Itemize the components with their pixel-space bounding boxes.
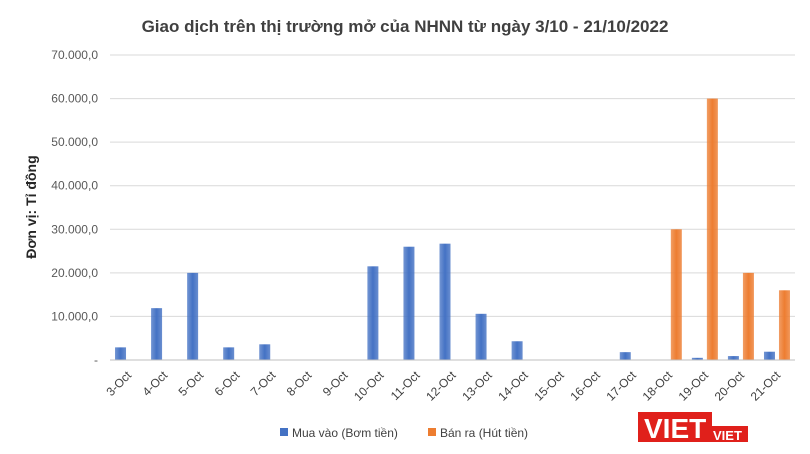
x-tick-label: 17-Oct [604,368,640,404]
chart-title: Giao dịch trên thị trường mở của NHNN từ… [142,17,669,36]
bar-ban-ra-20-Oct [742,272,754,360]
bar-ban-ra-21-Oct [778,290,790,360]
logo-text: VIET [644,413,706,444]
bar-mua-vao-20-Oct [727,356,739,360]
bar-mua-vao-3-Oct [115,347,127,360]
gridlines [110,54,795,317]
bar-mua-vao-10-Oct [367,266,379,360]
x-tick-label: 20-Oct [712,368,748,404]
bar-ban-ra-18-Oct [670,229,682,360]
logo-small-block [710,426,748,442]
y-tick-label: 40.000,0 [51,179,98,193]
bar-mua-vao-4-Oct [151,308,163,360]
x-tick-label: 21-Oct [748,368,784,404]
y-tick-label: 50.000,0 [51,135,98,149]
legend-label: Bán ra (Hút tiền) [440,426,528,440]
legend: Mua vào (Bơm tiền) Bán ra (Hút tiền) [280,426,528,440]
bar-mua-vao-7-Oct [259,344,271,360]
x-tick-label: 5-Oct [176,368,207,399]
bars [115,98,790,361]
y-tick-label: 70.000,0 [51,48,98,62]
x-tick-label: 10-Oct [351,368,387,404]
y-tick-label: 10.000,0 [51,309,98,323]
x-tick-label: 12-Oct [423,368,459,404]
legend-swatch [428,428,436,436]
y-axis-label: Đơn vị: Tỉ đồng [23,155,39,258]
bar-mua-vao-5-Oct [187,272,199,360]
y-tick-label: 60.000,0 [51,92,98,106]
y-axis-ticks: - 10.000,0 20.000,0 30.000,0 40.000,0 50.000,… [51,48,98,367]
bar-mua-vao-11-Oct [403,246,415,360]
vietnamnet-logo: VIET VIET [638,412,748,444]
logo-small-text: VIET [713,428,742,443]
x-tick-label: 15-Oct [531,368,567,404]
x-tick-label: 6-Oct [212,368,243,399]
bar-mua-vao-6-Oct [223,347,235,360]
x-tick-label: 14-Oct [495,368,531,404]
legend-label: Mua vào (Bơm tiền) [292,426,398,440]
x-tick-label: 7-Oct [248,368,279,399]
bar-mua-vao-14-Oct [511,341,523,360]
x-tick-label: 19-Oct [676,368,712,404]
x-tick-label: 8-Oct [284,368,315,399]
x-tick-label: 16-Oct [567,368,603,404]
bar-ban-ra-19-Oct [706,98,718,361]
bar-mua-vao-13-Oct [475,313,487,360]
x-tick-label: 3-Oct [103,368,134,399]
legend-swatch [280,428,288,436]
bar-mua-vao-12-Oct [439,243,451,360]
y-tick-label: - [94,353,98,367]
x-tick-label: 13-Oct [459,368,495,404]
bar-mua-vao-21-Oct [763,351,775,360]
logo-red-block [638,412,712,442]
x-tick-label: 9-Oct [320,368,351,399]
y-tick-label: 30.000,0 [51,222,98,236]
bar-mua-vao-19-Oct [691,357,703,360]
x-axis-ticks: 3-Oct 4-Oct 5-Oct 6-Oct 7-Oct 8-Oct 9-Oct 10-Oc… [103,368,783,404]
x-tick-label: 11-Oct [388,368,423,403]
x-tick-label: 18-Oct [640,368,676,404]
y-tick-label: 20.000,0 [51,266,98,280]
x-tick-label: 4-Oct [140,368,171,399]
bar-mua-vao-17-Oct [619,352,631,360]
